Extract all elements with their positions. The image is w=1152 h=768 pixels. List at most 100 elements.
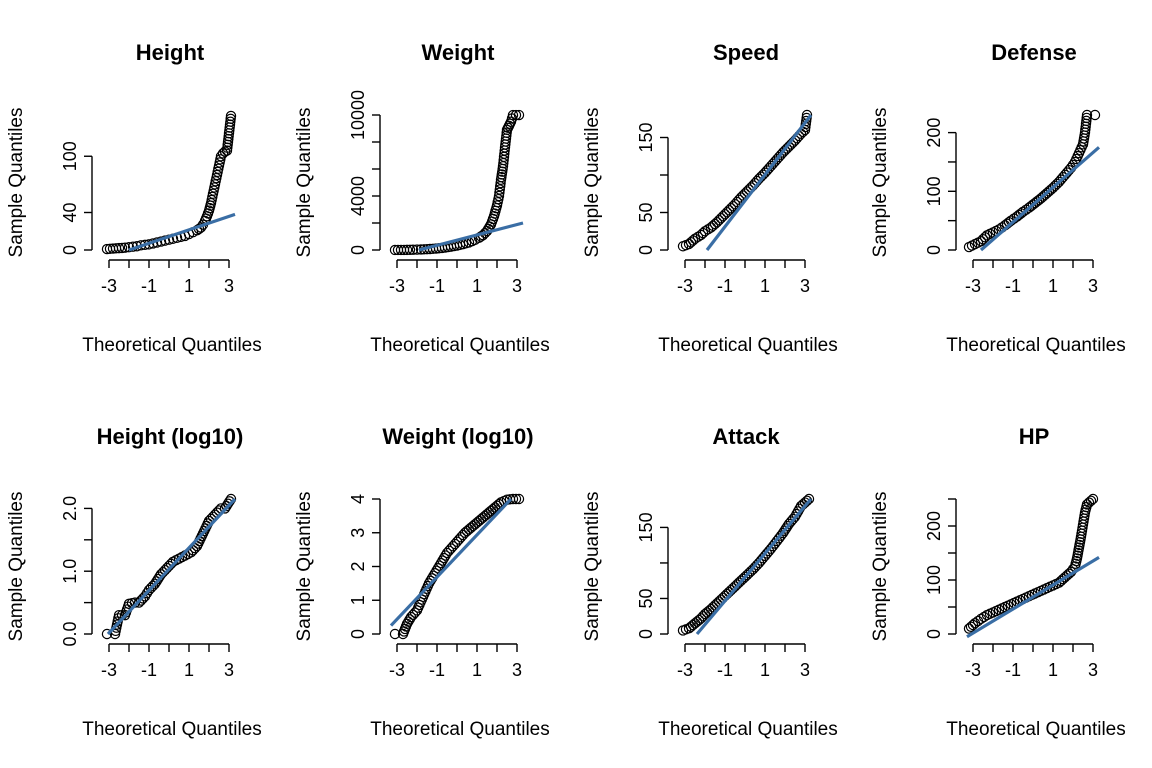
- x-tick-label: 3: [512, 660, 522, 680]
- y-tick-label: 50: [636, 588, 656, 608]
- x-axis-title: Theoretical Quantiles: [946, 719, 1126, 740]
- qq-reference-line: [128, 212, 236, 252]
- y-tick-label: 100: [924, 176, 944, 206]
- y-tick-label: 0: [636, 245, 656, 255]
- y-axis-title: Sample Quantiles: [294, 492, 315, 642]
- qq-point: [435, 557, 447, 569]
- x-tick-label: 1: [472, 660, 482, 680]
- y-tick-label: 0.0: [60, 621, 80, 646]
- x-tick-label: -3: [965, 276, 981, 296]
- x-tick-label: 3: [512, 276, 522, 296]
- x-tick-label: 1: [1048, 276, 1058, 296]
- y-tick-label: 4000: [348, 176, 368, 216]
- qq-point: [493, 190, 505, 202]
- y-axis-title: Sample Quantiles: [294, 108, 315, 258]
- y-tick-label: 10000: [348, 90, 368, 140]
- qq-reference-line: [979, 146, 1101, 252]
- x-tick-label: -1: [429, 660, 445, 680]
- y-tick-label: 0: [60, 245, 80, 255]
- qq-panel-height-log10: Height (log10) -3 -1 1 3 0.0 1.0 2.0 Theoretical…: [6, 424, 262, 740]
- x-axis-title: Theoretical Quantiles: [82, 719, 262, 740]
- x-tick-label: -1: [141, 276, 157, 296]
- y-tick-label: 100: [924, 565, 944, 595]
- x-tick-label: 3: [800, 276, 810, 296]
- panel-title: Weight (log10): [382, 424, 533, 449]
- qq-point: [1089, 109, 1101, 121]
- qq-panel-speed: Speed -3 -1 1 3 0 50 150 Theoretical Quantiles Sa…: [582, 40, 838, 356]
- x-tick-label: 3: [800, 660, 810, 680]
- y-tick-label: 150: [636, 512, 656, 542]
- qq-point: [507, 493, 519, 505]
- x-tick-label: 3: [224, 276, 234, 296]
- qq-point: [113, 242, 125, 254]
- y-tick-label: 1.0: [60, 559, 80, 584]
- y-axis-title: Sample Quantiles: [582, 492, 603, 642]
- qq-point: [513, 493, 525, 505]
- qq-reference-line: [695, 497, 813, 636]
- x-tick-label: 1: [1048, 660, 1058, 680]
- panel-title: Height (log10): [97, 424, 244, 449]
- qq-point: [1081, 109, 1093, 121]
- qq-point: [423, 578, 435, 589]
- qq-point: [407, 244, 419, 255]
- x-tick-label: -3: [677, 660, 693, 680]
- y-tick-label: 200: [924, 118, 944, 148]
- y-tick-label: 50: [636, 202, 656, 222]
- x-tick-label: 1: [760, 660, 770, 680]
- y-tick-label: 3: [348, 528, 368, 538]
- y-tick-label: 0: [924, 245, 944, 255]
- x-tick-label: -3: [965, 660, 981, 680]
- y-axis-title: Sample Quantiles: [870, 108, 891, 258]
- x-tick-label: -1: [429, 276, 445, 296]
- x-tick-label: -1: [141, 660, 157, 680]
- x-tick-label: -1: [1005, 276, 1021, 296]
- qq-panel-defense: Defense -3 -1 1 3 0 100 200 Theoretical Quantile…: [870, 40, 1126, 356]
- qq-point: [119, 242, 131, 253]
- x-axis-title: Theoretical Quantiles: [946, 335, 1126, 356]
- qq-point: [978, 611, 990, 623]
- panel-title: Attack: [712, 424, 780, 449]
- qq-point: [225, 110, 237, 122]
- y-tick-label: 0: [924, 629, 944, 639]
- qq-point: [1087, 493, 1099, 505]
- y-tick-label: 40: [60, 202, 80, 222]
- x-tick-label: 3: [224, 660, 234, 680]
- qq-reference-line: [705, 114, 813, 251]
- y-axis-title: Sample Quantiles: [6, 108, 27, 258]
- qq-panel-height: Height -3 -1 1 3 0 40 100 Theoretical Quantiles S…: [6, 40, 262, 356]
- qq-point: [510, 109, 522, 121]
- panel-title: Height: [136, 40, 205, 65]
- qq-point: [494, 187, 505, 198]
- x-tick-label: 1: [184, 660, 194, 680]
- qq-point: [791, 508, 802, 520]
- panel-title: Weight: [422, 40, 496, 65]
- y-tick-label: 150: [636, 122, 656, 152]
- qq-panel-weight: Weight -3 -1 1 3 0 4000 10000 Theoretical Quanti…: [294, 40, 550, 356]
- x-tick-label: 1: [184, 276, 194, 296]
- x-axis-title: Theoretical Quantiles: [82, 335, 262, 356]
- qq-point: [975, 613, 987, 625]
- x-axis-title: Theoretical Quantiles: [658, 335, 838, 356]
- panel-title: Speed: [713, 40, 779, 65]
- qq-panel-hp: HP -3 -1 1 3 0 100 200 Theoretical Quantiles Samp…: [870, 424, 1126, 740]
- qq-point: [493, 498, 505, 510]
- x-axis-title: Theoretical Quantiles: [370, 335, 550, 356]
- qq-point: [434, 560, 445, 571]
- y-tick-label: 4: [348, 494, 368, 504]
- x-tick-label: -3: [389, 276, 405, 296]
- qq-point: [510, 493, 522, 505]
- qq-reference-line: [966, 555, 1100, 639]
- qq-point: [789, 511, 801, 522]
- x-tick-label: -1: [717, 276, 733, 296]
- qq-point: [437, 555, 448, 566]
- qq-point: [401, 244, 413, 256]
- y-tick-label: 0: [348, 629, 368, 639]
- x-tick-label: -3: [101, 276, 117, 296]
- x-tick-label: 3: [1088, 276, 1098, 296]
- x-axis-title: Theoretical Quantiles: [658, 719, 838, 740]
- qq-point: [494, 184, 505, 195]
- x-axis-title: Theoretical Quantiles: [370, 719, 550, 740]
- qq-reference-line: [106, 497, 237, 636]
- qq-panel-weight-log10: Weight (log10) -3 -1 1 3 0 1 2 3 4 Theoretical Qua…: [294, 424, 550, 740]
